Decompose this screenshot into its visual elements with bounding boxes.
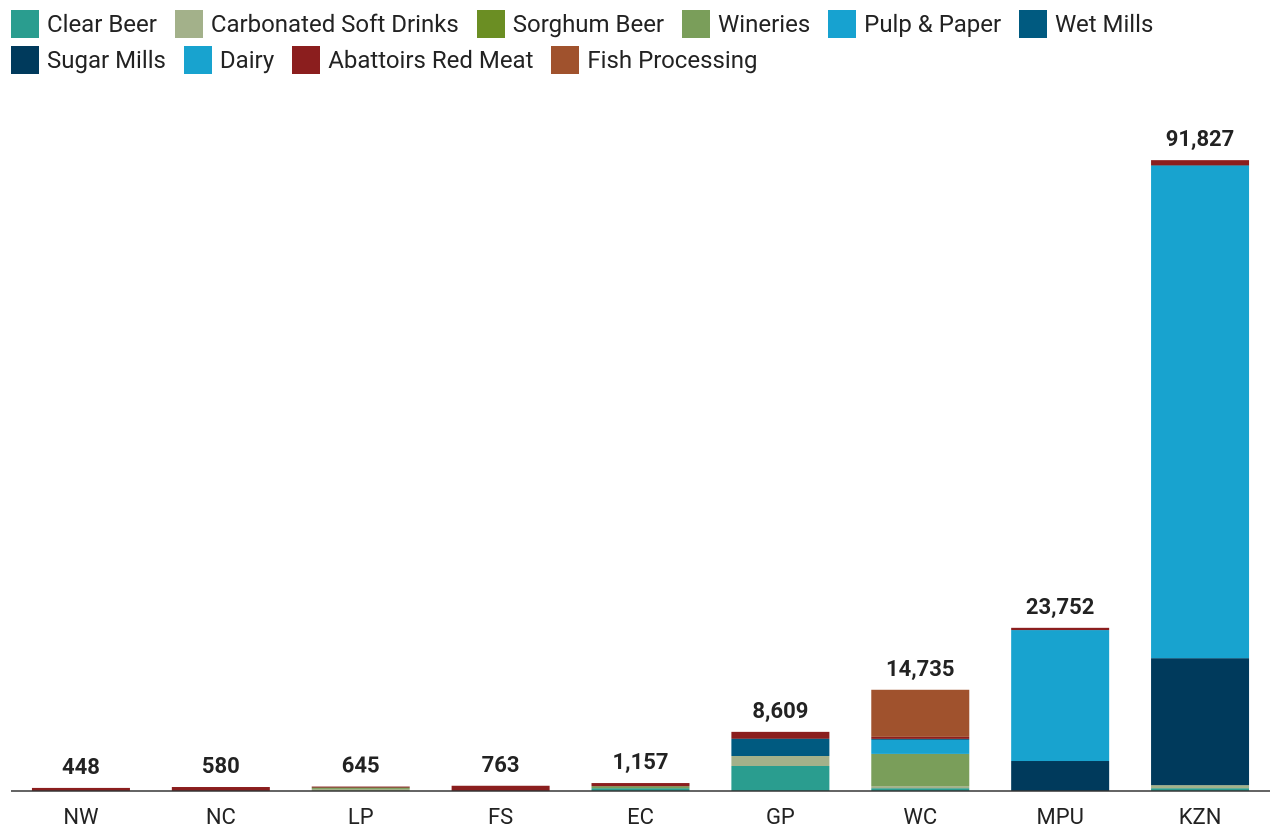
bar-segment bbox=[871, 753, 970, 787]
bar-segment bbox=[1011, 627, 1110, 631]
legend-swatch bbox=[174, 10, 203, 38]
total-label: 91,827 bbox=[1166, 127, 1235, 152]
x-tick-label: FS bbox=[488, 805, 513, 827]
bar-segment bbox=[451, 785, 550, 791]
legend-swatch bbox=[476, 10, 505, 38]
legend-item: Dairy bbox=[183, 46, 275, 74]
bar-segment bbox=[871, 736, 970, 739]
total-label: 645 bbox=[342, 754, 380, 779]
legend-label: Clear Beer bbox=[47, 10, 157, 38]
bar-segment bbox=[871, 689, 970, 737]
legend-swatch bbox=[183, 46, 212, 74]
bar-segment bbox=[591, 783, 690, 787]
legend-label: Pulp & Paper bbox=[864, 10, 1002, 38]
legend-label: Carbonated Soft Drinks bbox=[210, 10, 459, 38]
legend-item: Pulp & Paper bbox=[828, 10, 1001, 38]
legend-swatch bbox=[682, 10, 711, 38]
legend-label: Wineries bbox=[718, 10, 811, 38]
x-tick-label: WC bbox=[903, 805, 937, 827]
total-label: 8,609 bbox=[752, 699, 808, 724]
bar-segment bbox=[1011, 761, 1110, 791]
bar-segment bbox=[731, 755, 830, 766]
legend-item: Sorghum Beer bbox=[476, 10, 665, 38]
legend-label: Sugar Mills bbox=[47, 46, 166, 74]
bar-segment bbox=[1151, 658, 1250, 786]
legend-item: Carbonated Soft Drinks bbox=[174, 10, 459, 38]
x-tick-label: NW bbox=[63, 805, 99, 827]
legend: Clear Beer Carbonated Soft Drinks Sorghu… bbox=[11, 6, 1181, 78]
total-label: 448 bbox=[62, 755, 100, 780]
bar-segment bbox=[31, 787, 130, 791]
total-label: 763 bbox=[482, 753, 520, 778]
bar-segment bbox=[731, 738, 830, 756]
legend-label: Dairy bbox=[219, 46, 275, 74]
x-tick-label: NC bbox=[206, 805, 236, 827]
bar-segment bbox=[731, 731, 830, 739]
bar-segment bbox=[871, 738, 970, 740]
legend-item: Fish Processing bbox=[551, 46, 757, 74]
legend-swatch bbox=[11, 46, 39, 74]
bar-segment bbox=[1151, 788, 1250, 791]
x-tick-label: KZN bbox=[1179, 805, 1222, 827]
bar-segment bbox=[311, 786, 410, 788]
bar-segment bbox=[871, 739, 970, 754]
bar-segment bbox=[591, 786, 690, 789]
bar-segment bbox=[1011, 630, 1110, 762]
total-label: 580 bbox=[202, 754, 240, 779]
bar-segment bbox=[731, 765, 830, 791]
x-tick-label: LP bbox=[348, 805, 374, 827]
legend-label: Wet Mills bbox=[1055, 10, 1154, 38]
bar-segment bbox=[871, 786, 970, 789]
legend-label: Abattoirs Red Meat bbox=[328, 46, 534, 74]
total-label: 1,157 bbox=[613, 750, 669, 775]
bar-segment bbox=[171, 787, 270, 791]
legend-swatch bbox=[11, 10, 39, 38]
bar-segment bbox=[1151, 160, 1250, 166]
legend-item: Wet Mills bbox=[1019, 10, 1153, 38]
bar-segment bbox=[871, 788, 970, 791]
x-tick-label: GP bbox=[766, 805, 795, 827]
legend-item: Abattoirs Red Meat bbox=[292, 46, 533, 74]
bar-segment bbox=[1151, 785, 1250, 789]
bar-segment bbox=[591, 788, 690, 791]
legend-swatch bbox=[1019, 10, 1048, 38]
total-label: 23,752 bbox=[1026, 595, 1095, 620]
legend-swatch bbox=[828, 10, 857, 38]
legend-item: Wineries bbox=[682, 10, 810, 38]
total-label: 14,735 bbox=[886, 657, 955, 682]
legend-item: Sugar Mills bbox=[11, 46, 166, 74]
legend-swatch bbox=[551, 46, 580, 74]
bar-segment bbox=[311, 788, 410, 791]
legend-swatch bbox=[292, 46, 321, 74]
legend-label: Sorghum Beer bbox=[512, 10, 665, 38]
bar-segment bbox=[1151, 165, 1250, 659]
bar-segment bbox=[311, 787, 410, 789]
legend-item: Clear Beer bbox=[11, 10, 157, 38]
legend-label: Fish Processing bbox=[587, 46, 758, 74]
x-tick-label: EC bbox=[627, 805, 654, 827]
x-tick-label: MPU bbox=[1036, 805, 1083, 827]
